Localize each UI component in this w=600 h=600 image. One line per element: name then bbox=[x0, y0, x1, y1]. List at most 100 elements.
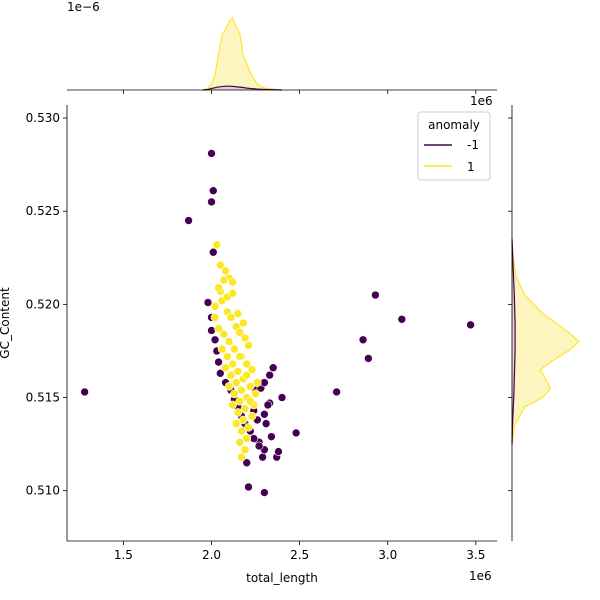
point-normal bbox=[221, 363, 230, 373]
point-anomaly bbox=[184, 216, 193, 225]
point-normal bbox=[219, 275, 229, 285]
top-density-line-neg bbox=[202, 85, 283, 91]
x-tick-label: 2.5 bbox=[290, 548, 309, 562]
point-normal bbox=[242, 359, 252, 369]
y-tick-label: 0.525 bbox=[26, 204, 60, 218]
point-normal bbox=[253, 378, 262, 387]
legend-label-pos: 1 bbox=[467, 160, 475, 174]
point-normal bbox=[214, 324, 223, 333]
point-normal bbox=[228, 400, 237, 410]
y-tick-label: 0.530 bbox=[26, 111, 60, 125]
point-anomaly bbox=[358, 335, 368, 345]
x-tick-label: 1.5 bbox=[114, 548, 133, 562]
point-normal bbox=[244, 341, 253, 350]
scatter-points bbox=[80, 149, 475, 497]
point-normal bbox=[238, 415, 248, 425]
point-normal bbox=[228, 359, 237, 369]
point-normal bbox=[242, 370, 252, 380]
x-tick-label: 2.0 bbox=[202, 548, 221, 562]
legend-title: anomaly bbox=[428, 118, 480, 132]
point-normal bbox=[237, 385, 246, 395]
point-normal bbox=[238, 318, 248, 328]
point-normal bbox=[217, 344, 227, 354]
point-anomaly bbox=[258, 452, 267, 462]
point-normal bbox=[221, 266, 230, 276]
right-density-fill-pos bbox=[512, 239, 579, 445]
point-anomaly bbox=[207, 197, 216, 207]
x-axis-offset-label: 1e6 bbox=[469, 569, 492, 583]
point-normal bbox=[245, 382, 255, 391]
point-anomaly bbox=[203, 298, 213, 307]
point-anomaly bbox=[265, 370, 274, 380]
legend-label-neg: -1 bbox=[467, 138, 479, 152]
point-normal bbox=[247, 411, 257, 421]
point-normal bbox=[219, 329, 229, 339]
point-anomaly bbox=[371, 290, 380, 300]
top-marginal-offset-label: 1e−6 bbox=[67, 0, 100, 14]
point-anomaly bbox=[244, 482, 253, 492]
x-tick-label: 3.0 bbox=[378, 548, 397, 562]
right-marginal-offset-label: 1e6 bbox=[470, 94, 493, 108]
y-axis-label: GC_Content bbox=[0, 287, 12, 359]
right-density-fill-neg bbox=[512, 239, 516, 445]
point-normal bbox=[228, 288, 237, 298]
point-anomaly bbox=[210, 335, 220, 345]
x-tick-label: 3.5 bbox=[466, 548, 485, 562]
y-tick-label: 0.520 bbox=[26, 297, 60, 311]
point-normal bbox=[226, 370, 236, 380]
point-anomaly bbox=[214, 357, 223, 367]
right-density-line-pos bbox=[511, 239, 580, 445]
point-anomaly bbox=[364, 354, 373, 363]
point-anomaly bbox=[80, 387, 89, 397]
point-normal bbox=[233, 309, 243, 318]
point-normal bbox=[230, 389, 239, 399]
point-normal bbox=[235, 328, 244, 337]
point-normal bbox=[224, 382, 234, 391]
point-anomaly bbox=[332, 387, 341, 397]
point-anomaly bbox=[466, 320, 475, 330]
point-anomaly bbox=[254, 441, 264, 451]
point-normal bbox=[235, 352, 244, 361]
point-normal bbox=[237, 452, 246, 462]
legend-frame bbox=[417, 111, 491, 181]
point-normal bbox=[235, 396, 244, 406]
top-marginal-ticks bbox=[122, 90, 477, 94]
point-normal bbox=[212, 240, 222, 250]
point-normal bbox=[233, 408, 243, 417]
point-normal bbox=[216, 260, 225, 270]
point-normal bbox=[233, 367, 243, 376]
point-anomaly bbox=[267, 432, 276, 441]
right-density-line-neg bbox=[511, 239, 516, 445]
point-normal bbox=[247, 365, 257, 374]
point-normal bbox=[223, 352, 232, 361]
point-normal bbox=[237, 426, 246, 436]
point-anomaly bbox=[277, 393, 287, 402]
point-normal bbox=[231, 378, 241, 387]
point-normal bbox=[251, 389, 260, 399]
point-normal bbox=[235, 437, 244, 447]
point-normal bbox=[244, 423, 253, 432]
point-anomaly bbox=[291, 428, 301, 438]
legend: anomaly -1 1 bbox=[417, 111, 491, 181]
right-marginal: 1e6 bbox=[470, 94, 580, 541]
point-anomaly bbox=[242, 458, 252, 468]
point-normal bbox=[224, 337, 234, 346]
point-normal bbox=[226, 313, 236, 322]
point-anomaly bbox=[263, 400, 273, 410]
main-axes: 1.5 2.0 2.5 3.0 3.5 0.510 0.515 0.520 0.525 0.53… bbox=[0, 105, 497, 585]
point-anomaly bbox=[260, 488, 269, 497]
top-marginal: 1e−6 bbox=[67, 0, 497, 94]
point-normal bbox=[240, 404, 250, 414]
top-density-fill-neg bbox=[202, 86, 282, 90]
point-anomaly bbox=[260, 409, 269, 419]
x-axis-label: total_length bbox=[246, 571, 318, 585]
point-anomaly bbox=[207, 326, 216, 335]
point-normal bbox=[240, 445, 250, 455]
point-anomaly bbox=[208, 186, 218, 196]
point-normal bbox=[242, 434, 252, 443]
point-anomaly bbox=[207, 149, 216, 158]
top-density-line-pos bbox=[202, 16, 283, 91]
point-normal bbox=[240, 333, 250, 343]
point-anomaly bbox=[274, 447, 283, 456]
